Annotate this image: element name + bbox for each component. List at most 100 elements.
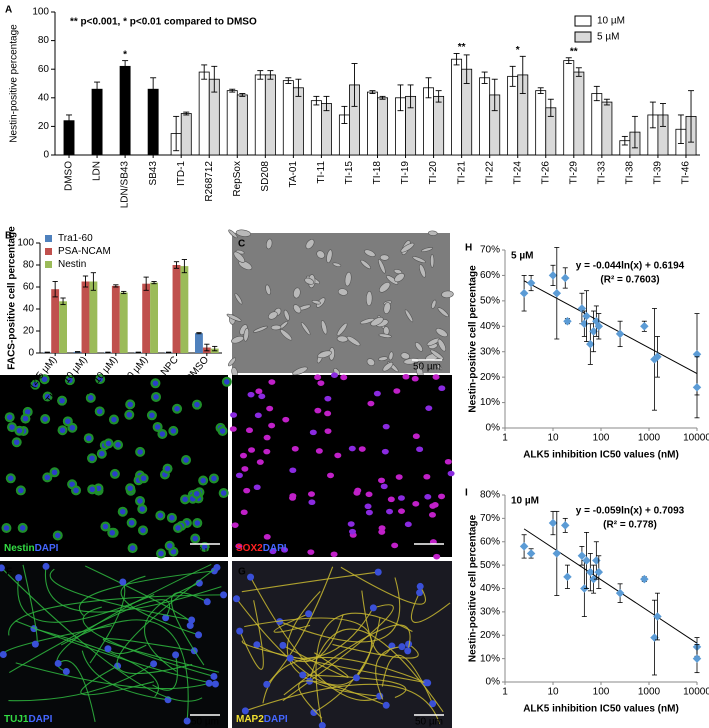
neurite: [17, 577, 155, 623]
significance-marker: *: [123, 49, 127, 60]
nucleus: [240, 509, 248, 516]
error-bar: [631, 115, 638, 149]
nucleus: [324, 410, 332, 417]
nucleus: [224, 379, 230, 385]
neurite: [8, 599, 171, 674]
x-tick-label: TI-19: [400, 161, 411, 185]
legend-swatch: [45, 235, 52, 242]
error-bar: [267, 70, 274, 80]
nucleus: [289, 467, 297, 474]
y-tick-label: 70%: [480, 513, 500, 524]
data-point: [692, 383, 702, 392]
x-tick-label: 100: [593, 433, 610, 444]
trendline: [523, 528, 698, 644]
bar: [119, 292, 128, 353]
error-bar: [407, 84, 414, 109]
error-bar: [509, 65, 516, 87]
nucleus: [32, 381, 39, 388]
error-bar: [105, 351, 111, 354]
x-tick-label: TI-29: [568, 161, 579, 185]
nucleus: [231, 522, 239, 528]
cell: [293, 304, 302, 314]
stain-name: DAPI: [264, 714, 288, 725]
neurite: [152, 654, 178, 691]
nucleus: [318, 722, 326, 728]
nucleus: [282, 416, 290, 423]
nucleus: [42, 416, 48, 422]
micrograph: [232, 561, 452, 728]
nucleus: [348, 445, 356, 452]
nucleus: [324, 395, 332, 402]
nucleus: [444, 458, 452, 465]
cell: [234, 293, 243, 305]
x-tick-label: 10000: [683, 433, 709, 444]
nucleus: [349, 528, 357, 535]
error-bar: [621, 135, 628, 146]
x-tick-label: TI-15: [344, 161, 355, 185]
cell: [430, 349, 444, 360]
nucleus: [404, 647, 412, 655]
error-bar: [196, 332, 202, 335]
nucleus: [352, 674, 360, 682]
bar: [573, 71, 585, 156]
cell: [243, 327, 250, 342]
y-tick-label: 80%: [480, 490, 500, 501]
neurite: [375, 646, 402, 700]
neurite: [241, 571, 379, 593]
nucleus: [54, 532, 61, 539]
nucleus: [170, 428, 177, 434]
cell: [336, 322, 348, 337]
y-tick-label: 80: [38, 35, 50, 46]
data-point: [552, 549, 562, 558]
x-tick-label: DMSO: [64, 161, 75, 191]
legend-swatch: [45, 261, 52, 268]
y-axis-label: FACS-positive cell percentage: [7, 226, 18, 370]
nucleus: [263, 680, 271, 688]
nucleus: [162, 614, 170, 622]
nucleus: [188, 616, 196, 624]
cell: [228, 229, 238, 239]
data-point: [563, 572, 572, 582]
cell: [359, 317, 375, 325]
error-bar: [481, 71, 488, 84]
bar: [264, 74, 276, 156]
nucleus: [137, 498, 143, 504]
cell: [430, 254, 435, 268]
cell: [383, 302, 391, 315]
nucleus: [248, 447, 256, 453]
y-tick-label: 60%: [480, 270, 500, 281]
nucleus: [334, 452, 342, 459]
nucleus: [203, 598, 211, 606]
nucleus: [3, 525, 10, 531]
nucleus: [54, 659, 62, 667]
nucleus: [376, 692, 384, 700]
cell: [370, 316, 384, 327]
x-tick-label: R268712: [204, 161, 215, 202]
nucleus: [314, 374, 322, 381]
legend-swatch: [574, 31, 592, 43]
y-tick-label: 10%: [480, 653, 500, 664]
nucleus: [309, 429, 317, 436]
nucleus: [314, 407, 322, 414]
error-bar: [369, 90, 376, 94]
data-point: [592, 556, 601, 565]
stain-name: SOX2: [236, 543, 263, 554]
panel-letter: G: [238, 567, 246, 578]
cell: [394, 272, 405, 283]
nucleus: [397, 508, 405, 514]
error-bar: [565, 57, 572, 64]
data-point: [586, 339, 595, 349]
micrograph: [229, 372, 455, 560]
nucleus: [358, 446, 366, 452]
nucleus: [241, 707, 249, 715]
panel-letter: E: [238, 381, 245, 392]
image-background: [232, 233, 450, 373]
bar: [226, 90, 238, 156]
bar: [367, 91, 378, 156]
nucleus: [431, 502, 439, 508]
nucleus: [253, 484, 261, 491]
error-bar: [453, 53, 460, 66]
y-tick-label: 50%: [480, 295, 500, 306]
bar: [172, 265, 181, 353]
nucleus: [89, 455, 95, 462]
